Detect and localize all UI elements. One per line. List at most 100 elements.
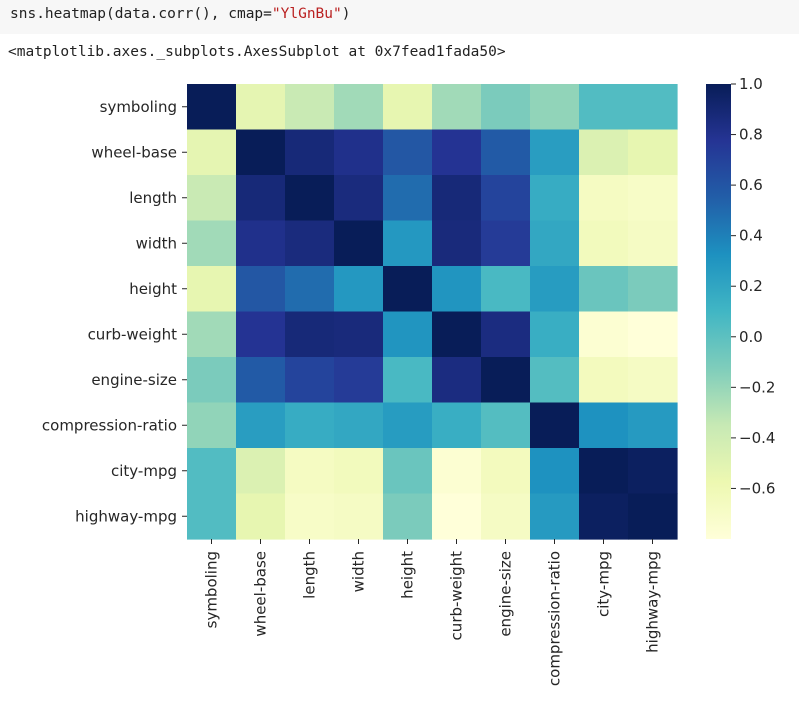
heatmap-cell (236, 448, 286, 495)
heatmap-cell (628, 448, 678, 495)
column-tick-label: length (301, 551, 319, 599)
column-tick-label: city-mpg (595, 551, 613, 617)
colorbar-gradient (706, 84, 731, 539)
heatmap-cell (432, 493, 482, 540)
heatmap-cell (285, 448, 335, 495)
row-tick-label: length (129, 189, 177, 207)
colorbar-tick-label: 0.0 (739, 328, 763, 346)
row-tick-label: symboling (100, 98, 177, 116)
row-tick-label: width (136, 234, 177, 252)
heatmap-cell (383, 357, 433, 404)
heatmap-cell (334, 129, 384, 176)
colorbar-tick-label: 0.6 (739, 176, 763, 194)
column-tick-label: engine-size (497, 551, 515, 637)
heatmap-cell (334, 311, 384, 358)
heatmap-cell (285, 357, 335, 404)
row-tick-label: compression-ratio (42, 416, 177, 434)
colorbar-tick-label: −0.4 (739, 429, 775, 447)
heatmap-cell (187, 84, 237, 131)
heatmap-cell (236, 357, 286, 404)
heatmap-cell (285, 175, 335, 222)
heatmap-cell (579, 84, 629, 131)
heatmap-cell (236, 220, 286, 267)
heatmap-cell (628, 266, 678, 313)
row-tick-label: height (129, 280, 177, 298)
row-tick-label: city-mpg (111, 462, 177, 480)
heatmap-cell (579, 357, 629, 404)
heatmap-cell (187, 493, 237, 540)
heatmap-cell (285, 84, 335, 131)
heatmap-cell (432, 129, 482, 176)
colorbar-tick-label: 0.2 (739, 277, 763, 295)
heatmap-cell (579, 175, 629, 222)
heatmap-cell (334, 402, 384, 449)
heatmap-cell (530, 84, 580, 131)
column-tick-label: symboling (203, 551, 221, 628)
heatmap-cell (628, 129, 678, 176)
heatmap-cell (285, 493, 335, 540)
heatmap-cell (383, 129, 433, 176)
colorbar-tick-label: 1.0 (739, 75, 763, 93)
heatmap-cell (628, 220, 678, 267)
row-tick-labels: symboling wheel-base length width height curb… (42, 98, 187, 525)
heatmap-cell (236, 402, 286, 449)
heatmap-cell (432, 220, 482, 267)
heatmap-cell (187, 357, 237, 404)
heatmap-cell (481, 266, 531, 313)
heatmap-cell (530, 311, 580, 358)
heatmap-cell (383, 266, 433, 313)
heatmap-cell (334, 84, 384, 131)
heatmap-cell (579, 448, 629, 495)
heatmap-cell (628, 84, 678, 131)
column-tick-label: width (350, 551, 368, 592)
heatmap-cell (187, 311, 237, 358)
heatmap-cell (285, 129, 335, 176)
heatmap-cell (187, 220, 237, 267)
column-tick-label: curb-weight (448, 551, 466, 641)
heatmap-cell (579, 402, 629, 449)
row-tick-label: wheel-base (91, 143, 177, 161)
heatmap-cell (481, 402, 531, 449)
code-cell[interactable]: sns.heatmap(data.corr(), cmap="YlGnBu") (0, 0, 799, 34)
heatmap-cell (579, 493, 629, 540)
heatmap-cell (285, 311, 335, 358)
heatmap-cell (628, 402, 678, 449)
heatmap-cell (481, 84, 531, 131)
heatmap-cell (481, 175, 531, 222)
output-text: <matplotlib.axes._subplots.AxesSubplot a… (8, 44, 506, 60)
heatmap-cell (481, 311, 531, 358)
heatmap-cell (285, 266, 335, 313)
heatmap-cell (530, 493, 580, 540)
row-tick-label: curb-weight (88, 325, 178, 343)
heatmap-cell (432, 357, 482, 404)
heatmap-cell (481, 493, 531, 540)
heatmap-cell (579, 129, 629, 176)
column-tick-label: height (399, 551, 417, 599)
heatmap-cell (383, 493, 433, 540)
heatmap-cell (628, 175, 678, 222)
heatmap-cell (579, 266, 629, 313)
code-string-arg: "YlGnBu" (271, 6, 342, 22)
heatmap-cell (383, 84, 433, 131)
column-tick-label: wheel-base (252, 551, 270, 637)
heatmap-cell (432, 311, 482, 358)
heatmap-cell (383, 448, 433, 495)
heatmap-cell (481, 448, 531, 495)
heatmap-cell (383, 175, 433, 222)
heatmap-cell (383, 402, 433, 449)
heatmap-cell (383, 311, 433, 358)
heatmap-cell (236, 493, 286, 540)
heatmap-cell (432, 266, 482, 313)
heatmap-cell (236, 129, 286, 176)
heatmap-cell (187, 175, 237, 222)
heatmap-cell (481, 220, 531, 267)
heatmap-cell (236, 266, 286, 313)
colorbar-tick-label: −0.6 (739, 479, 775, 497)
heatmap-cells (187, 84, 678, 540)
heatmap-cell (628, 311, 678, 358)
heatmap-cell (481, 357, 531, 404)
heatmap-cell (579, 311, 629, 358)
heatmap-cell (530, 220, 580, 267)
heatmap-cell (334, 266, 384, 313)
colorbar-tick-label: −0.2 (739, 378, 775, 396)
